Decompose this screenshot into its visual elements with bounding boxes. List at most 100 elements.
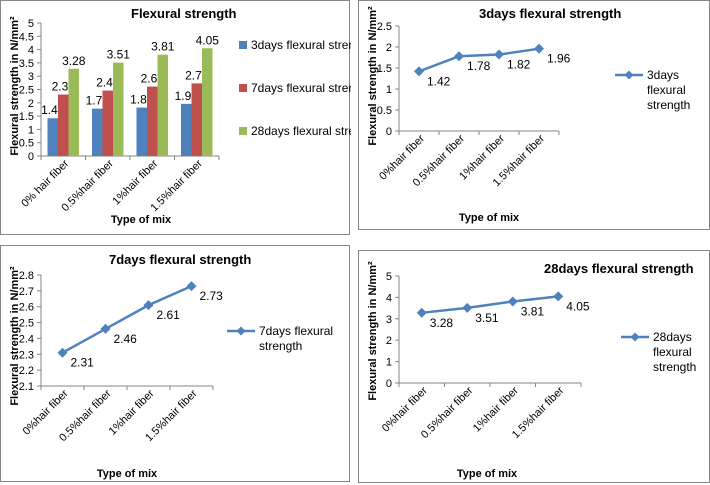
- data-label: 3.81: [521, 304, 545, 318]
- legend-swatch: [239, 84, 247, 92]
- y-tick-label: 0: [28, 151, 34, 163]
- data-point: [57, 347, 68, 358]
- data-label: 3.28: [430, 316, 454, 330]
- bar: [102, 90, 113, 156]
- data-point: [454, 51, 464, 62]
- bar: [68, 68, 79, 156]
- chart-title: Flexural strength: [131, 6, 237, 21]
- y-tick-label: 1.5: [19, 111, 34, 123]
- bar: [147, 86, 158, 156]
- legend-label: 7days flexural strength: [251, 81, 351, 95]
- data-label: 4.05: [566, 299, 590, 313]
- y-tick-label: 2.3: [19, 349, 34, 361]
- data-label: 1.78: [467, 59, 491, 73]
- legend-marker: [630, 332, 640, 342]
- data-point: [416, 307, 427, 318]
- x-axis-label: Type of mix: [457, 468, 518, 480]
- y-tick-label: 3.5: [19, 58, 34, 70]
- legend-label: strength: [653, 360, 696, 374]
- y-tick-label: 2.8: [19, 270, 34, 282]
- chart-title: 28days flexural strength: [544, 261, 694, 276]
- x-axis-label: Type of mix: [97, 468, 158, 480]
- bar: [191, 83, 202, 156]
- y-tick-label: 2.5: [377, 21, 392, 33]
- y-tick-label: 2.1: [19, 381, 34, 393]
- y-tick-label: 0: [386, 378, 392, 390]
- data-label: 3.81: [151, 40, 175, 54]
- legend-swatch: [239, 41, 247, 49]
- y-tick-label: 2: [28, 98, 34, 110]
- y-tick-label: 2.5: [19, 85, 34, 97]
- y-tick-label: 2.2: [19, 365, 34, 377]
- legend-label: flexural: [647, 83, 686, 97]
- legend-marker: [236, 326, 246, 336]
- y-tick-label: 2.4: [19, 333, 34, 345]
- y-tick-label: 2.7: [19, 286, 34, 298]
- y-tick-label: 0.5: [19, 138, 34, 150]
- y-axis-label: Flexural strength in N/mm²: [367, 261, 379, 401]
- y-tick-label: 1: [28, 124, 34, 136]
- bar: [136, 107, 147, 156]
- y-tick-label: 0.5: [377, 105, 392, 117]
- data-label: 1.96: [547, 52, 571, 66]
- x-axis-label: Type of mix: [459, 212, 520, 224]
- y-axis-label: Flexural strength in N/mm²: [9, 266, 21, 406]
- data-label: 1.82: [507, 58, 531, 72]
- legend-label: 3days: [647, 68, 679, 82]
- chart-panel-7days: 2.1 2.2 2.3 2.4 2.5 2.6 2.7 2.8 0%hair fiber 0.5%…: [0, 245, 350, 482]
- data-label: 2.46: [114, 332, 138, 346]
- chart-panel-overall: 0 0.5 1 1.5 2 2.5 3 3.5 4 4.5 5 0% hair fiber 0.5%ha…: [0, 0, 351, 235]
- data-label: 2.31: [71, 356, 95, 370]
- y-tick-label: 2: [386, 42, 392, 54]
- data-label: 4.05: [196, 33, 220, 47]
- y-tick-label: 4: [386, 292, 392, 304]
- legend-label: 3days flexural strength: [251, 38, 351, 52]
- y-tick-label: 2: [386, 335, 392, 347]
- x-axis-label: Type of mix: [111, 214, 172, 226]
- data-point: [100, 323, 111, 334]
- x-tick-label: 0%hair fiber: [380, 384, 430, 434]
- chart-title: 3days flexural strength: [479, 6, 621, 21]
- y-tick-label: 5: [28, 18, 34, 30]
- data-point: [186, 281, 197, 292]
- data-label: 3.51: [107, 48, 131, 62]
- data-label: 3.51: [475, 311, 499, 325]
- y-tick-label: 5: [386, 271, 392, 283]
- y-tick-label: 2.5: [19, 318, 34, 330]
- legend-label: 7days flexural: [259, 324, 333, 338]
- y-tick-label: 2.6: [19, 302, 34, 314]
- series-line: [421, 295, 559, 315]
- legend-label: flexural: [653, 345, 692, 359]
- data-point: [507, 296, 518, 307]
- bar: [47, 118, 58, 156]
- legend-label: 28days: [653, 330, 692, 344]
- data-point: [462, 302, 473, 313]
- legend-label: 28days flexural strength: [251, 124, 351, 138]
- bar: [157, 54, 168, 156]
- bar: [202, 48, 213, 156]
- y-axis-label: Flexural strength in N/mm²: [9, 16, 21, 156]
- legend-label: strength: [259, 339, 302, 353]
- data-point: [494, 49, 504, 60]
- series-line: [61, 284, 193, 354]
- chart-title: 7days flexural strength: [109, 252, 251, 267]
- y-axis-label: Flexural strength in N/mm²: [367, 6, 379, 146]
- bar: [113, 62, 124, 156]
- x-tick-label: 1%hair fiber: [471, 384, 521, 434]
- y-tick-label: 1: [386, 84, 392, 96]
- series-line: [418, 47, 540, 73]
- y-tick-label: 1.5: [377, 63, 392, 75]
- y-tick-label: 4.5: [19, 31, 34, 43]
- bar: [92, 108, 103, 156]
- data-label: 3.28: [62, 54, 86, 68]
- chart-panel-28days: 0 1 2 3 4 5 0%hair fiber 0.5%hair fiber 1%hair f…: [358, 250, 710, 483]
- data-point: [414, 66, 424, 77]
- chart-7days-flexural-strength: 2.12.22.32.42.52.62.72.80%hair fiber0.5%…: [9, 252, 333, 480]
- legend-swatch: [239, 127, 247, 135]
- bar: [181, 103, 192, 156]
- bar: [58, 94, 69, 156]
- y-tick-label: 0: [386, 126, 392, 138]
- y-tick-label: 3: [386, 314, 392, 326]
